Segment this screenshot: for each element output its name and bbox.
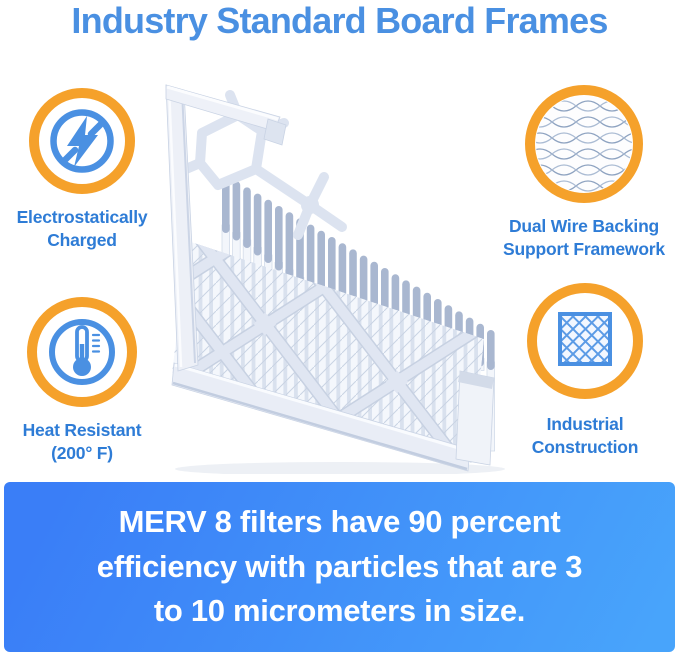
orange-ring [27,297,137,407]
page-title: Industry Standard Board Frames [71,0,608,41]
banner-line1: MERV 8 filters have 90 percent [118,504,561,540]
pleated-air-filter-illustration [165,84,505,474]
wire-mesh-photo [536,96,632,192]
feature-dual-wire-backing: Dual Wire Backing Support Framework [499,85,669,261]
feature-label-line1: Electrostatically [16,207,148,227]
banner-line2: efficiency with particles that are 3 [96,548,583,584]
thermometer-icon [49,319,115,385]
feature-label-line1: Industrial [546,414,624,434]
feature-label: Electrostatically Charged [17,206,148,252]
feature-label-line2: Construction [531,437,639,457]
feature-label: Industrial Construction [531,413,639,459]
feature-label-line2: Charged [47,230,117,250]
lightning-bolt-icon [50,109,114,173]
diamond-lattice-icon [558,312,612,366]
feature-label-line1: Heat Resistant [22,420,142,440]
feature-label: Heat Resistant (200° F) [23,419,142,465]
merv-rating-banner: MERV 8 filters have 90 percent efficienc… [4,482,675,652]
feature-electrostatically-charged: Electrostatically Charged [0,88,166,252]
orange-ring [525,85,643,203]
banner-line3: to 10 micrometers in size. [153,593,526,629]
wire-mesh-pattern [536,96,632,192]
feature-industrial-construction: Industrial Construction [501,283,669,459]
orange-ring [29,88,135,194]
orange-ring [527,283,643,399]
feature-label-line2: Support Framework [503,239,665,259]
feature-label-line1: Dual Wire Backing [508,216,660,236]
feature-label-line2: (200° F) [51,443,113,463]
feature-heat-resistant: Heat Resistant (200° F) [0,297,166,465]
feature-label: Dual Wire Backing Support Framework [503,215,665,261]
board-frame [165,84,495,472]
